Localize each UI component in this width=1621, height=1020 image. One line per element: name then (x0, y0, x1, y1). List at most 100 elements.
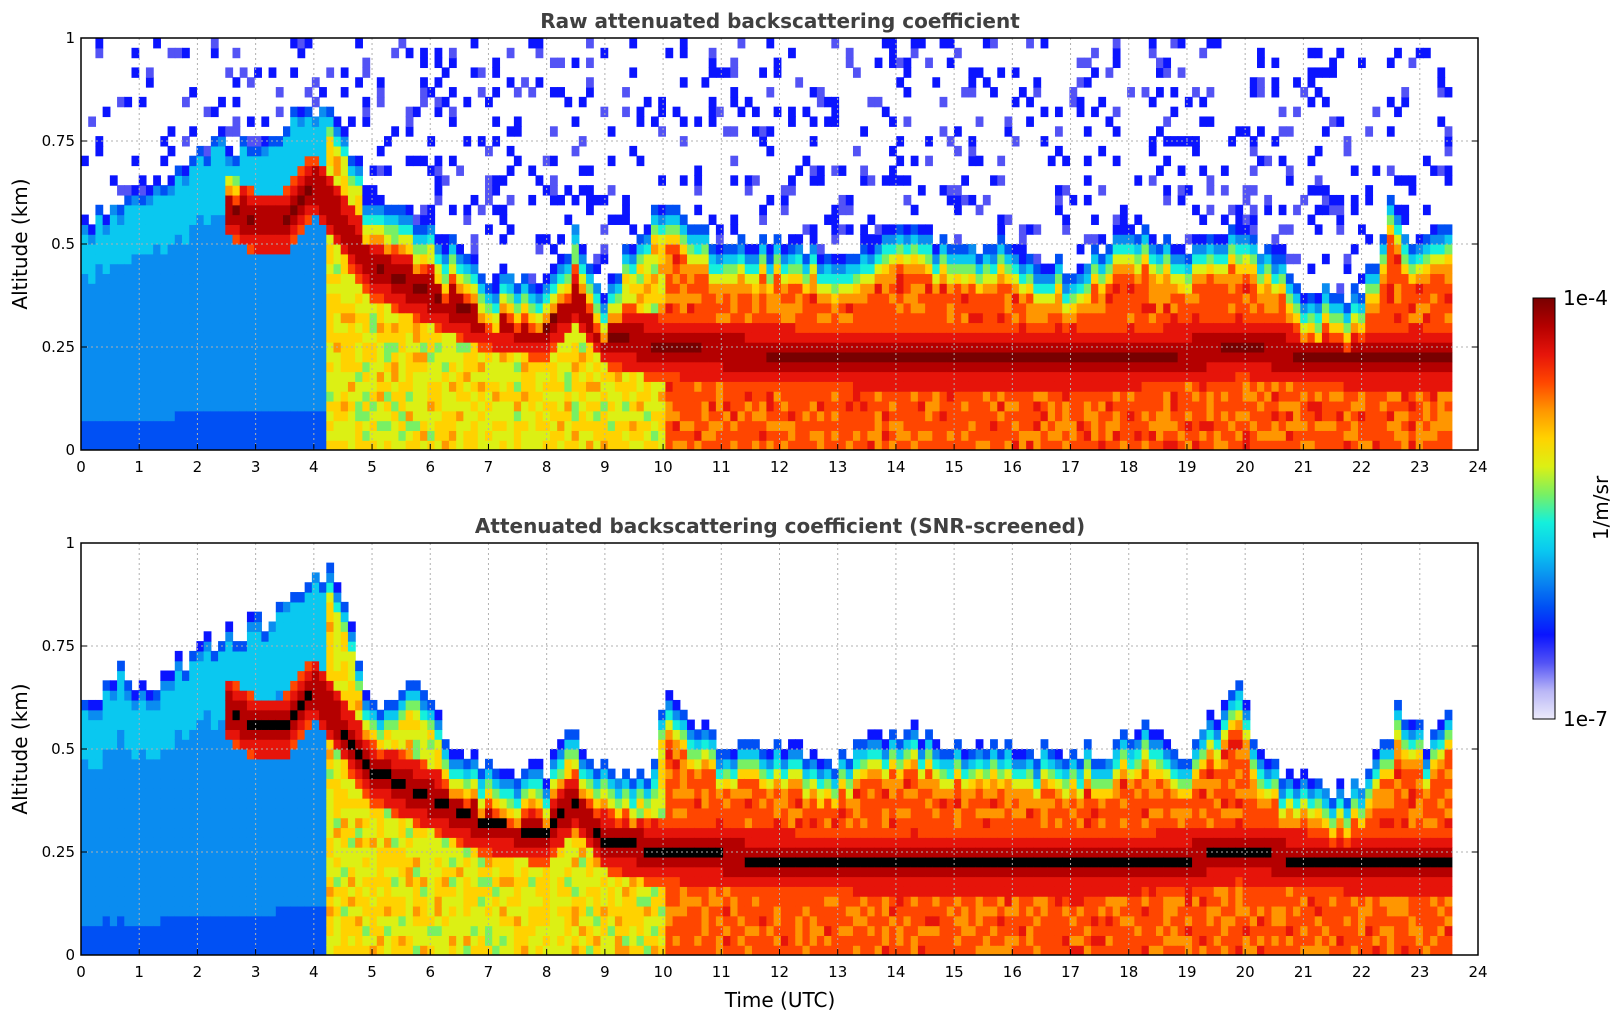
heatmap-cell (463, 361, 472, 373)
heatmap-cell (600, 361, 609, 373)
heatmap-cell (1293, 381, 1301, 392)
heatmap-cell (138, 234, 147, 245)
heatmap-cell (730, 96, 739, 108)
heatmap-cell (925, 371, 933, 382)
heatmap-cell (254, 204, 262, 216)
heatmap-cell (564, 332, 573, 343)
heatmap-cell (182, 165, 190, 176)
heatmap-cell (434, 440, 443, 450)
heatmap-cell (333, 283, 342, 294)
heatmap-cell (1134, 302, 1143, 314)
heatmap-column (340, 67, 349, 450)
heatmap-cell (780, 400, 789, 412)
heatmap-cell (773, 57, 782, 69)
heatmap-cell (109, 371, 118, 382)
heatmap-cell (975, 391, 984, 402)
heatmap-cell (557, 430, 565, 441)
heatmap-cell (160, 194, 169, 206)
heatmap-cell (81, 361, 89, 373)
heatmap-cell (773, 371, 782, 382)
heatmap-cell (889, 322, 897, 333)
heatmap-cell (636, 244, 645, 255)
heatmap-cell (485, 430, 493, 441)
heatmap-column (1206, 38, 1215, 450)
heatmap-cell (1018, 283, 1027, 294)
heatmap-cell (629, 312, 638, 324)
heatmap-cell (376, 391, 385, 402)
heatmap-cell (88, 293, 97, 304)
heatmap-cell (1192, 263, 1200, 275)
heatmap-cell (997, 361, 1006, 373)
heatmap-cell (586, 312, 594, 324)
heatmap-cell (824, 381, 832, 392)
heatmap-cell (759, 332, 767, 343)
heatmap-cell (174, 312, 183, 324)
heatmap-cell (1091, 273, 1099, 284)
heatmap-cell (953, 253, 962, 265)
heatmap-cell (485, 400, 493, 412)
heatmap-cell (542, 410, 551, 422)
heatmap-cell (1386, 224, 1395, 235)
heatmap-cell (650, 420, 659, 431)
heatmap-cell (694, 342, 703, 353)
heatmap-cell (304, 371, 313, 382)
heatmap-cell (355, 312, 363, 324)
heatmap-cell (961, 194, 970, 206)
heatmap-cell (405, 371, 414, 382)
heatmap-cell (340, 145, 349, 157)
heatmap-cell (1285, 420, 1294, 431)
heatmap-cell (1336, 302, 1345, 314)
heatmap-cell (376, 87, 385, 98)
heatmap-cell (925, 420, 933, 431)
heatmap-cell (578, 165, 587, 176)
heatmap-cell (874, 283, 883, 294)
heatmap-cell (369, 224, 378, 235)
heatmap-cell (1386, 391, 1395, 402)
heatmap-cell (1141, 410, 1150, 422)
heatmap-cell (1321, 67, 1330, 78)
heatmap-cell (946, 430, 955, 441)
heatmap-column (1119, 204, 1128, 450)
heatmap-cell (831, 283, 840, 294)
heatmap-cell (1148, 410, 1157, 422)
heatmap-cell (1011, 67, 1020, 78)
heatmap-cell (340, 302, 349, 314)
heatmap-cell (499, 440, 508, 450)
heatmap-cell (1062, 410, 1071, 422)
heatmap-cell (874, 263, 883, 275)
heatmap-cell (1307, 96, 1316, 108)
heatmap-cell (1091, 322, 1099, 333)
heatmap-cell (571, 224, 580, 235)
heatmap-cell (492, 400, 501, 412)
heatmap-cell (1083, 430, 1092, 441)
heatmap-cell (881, 253, 890, 265)
heatmap-cell (629, 293, 638, 304)
heatmap-cell (571, 400, 580, 412)
heatmap-cell (499, 400, 508, 412)
heatmap-cell (766, 302, 775, 314)
heatmap-cell (1033, 351, 1042, 363)
heatmap-cell (867, 440, 876, 450)
heatmap-cell (485, 342, 493, 353)
heatmap-cell (311, 214, 320, 225)
heatmap-cell (326, 145, 335, 157)
heatmap-cell (1047, 312, 1056, 324)
heatmap-cell (384, 263, 392, 275)
heatmap-cell (715, 361, 724, 373)
heatmap-cell (1134, 214, 1143, 225)
heatmap-cell (246, 381, 255, 392)
heatmap-column (1285, 126, 1294, 450)
heatmap-column (506, 47, 515, 450)
heatmap-cell (766, 87, 775, 98)
heatmap-cell (1054, 145, 1063, 157)
heatmap-cell (283, 263, 291, 275)
heatmap-cell (521, 381, 529, 392)
heatmap-cell (261, 165, 270, 176)
heatmap-cell (549, 400, 558, 412)
heatmap-cell (708, 361, 717, 373)
heatmap-cell (766, 342, 775, 353)
heatmap-cell (889, 47, 897, 59)
heatmap-cell (412, 440, 421, 450)
heatmap-cell (521, 351, 529, 363)
heatmap-cell (1235, 430, 1244, 441)
